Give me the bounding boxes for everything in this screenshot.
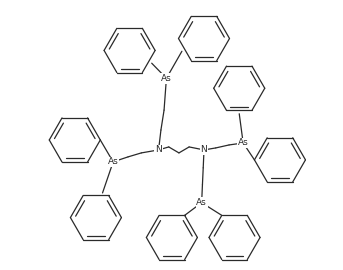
- Text: As: As: [161, 74, 172, 83]
- Text: N: N: [201, 146, 208, 154]
- Text: As: As: [108, 157, 119, 166]
- Text: As: As: [196, 198, 207, 207]
- Text: N: N: [155, 146, 162, 154]
- Text: As: As: [238, 139, 249, 147]
